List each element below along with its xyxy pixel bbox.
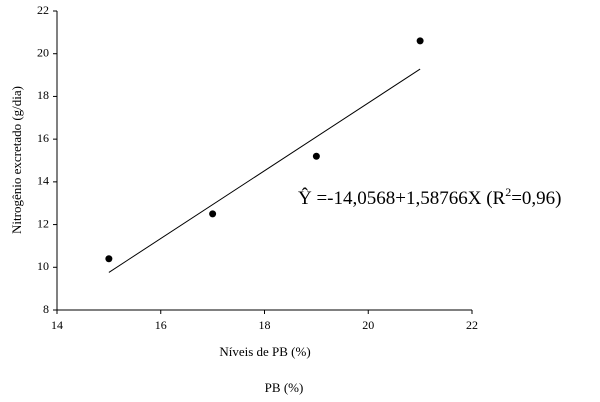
equation-superscript: 2 [505, 185, 511, 199]
y-tick-label: 8 [43, 302, 49, 316]
x-axis-title: Níveis de PB (%) [219, 344, 310, 359]
y-tick-label: 10 [37, 259, 49, 273]
x-tick-label: 20 [362, 318, 374, 332]
y-tick-label: 12 [37, 216, 49, 230]
y-tick-label: 22 [37, 3, 49, 17]
equation-text-after: =0,96) [511, 188, 561, 209]
y-tick-label: 16 [37, 131, 49, 145]
x-tick-label: 14 [51, 318, 63, 332]
y-tick-label: 14 [37, 174, 49, 188]
y-tick-label: 20 [37, 45, 49, 59]
equation-text: Ŷ =-14,0568+1,58766X (R [298, 187, 506, 209]
x-tick-label: 18 [259, 318, 271, 332]
y-tick-label: 18 [37, 88, 49, 102]
x-tick-label: 16 [155, 318, 167, 332]
y-axis-title: Nitrogênio excretado (g/dia) [9, 86, 24, 234]
equation: Ŷ =-14,0568+1,58766X (R2=0,96) [298, 185, 562, 210]
trendline [108, 68, 421, 273]
point [416, 37, 424, 45]
point [209, 210, 217, 218]
bottom-label: PB (%) [265, 380, 304, 395]
point [312, 152, 320, 160]
point [105, 255, 113, 263]
x-tick-label: 22 [466, 318, 478, 332]
